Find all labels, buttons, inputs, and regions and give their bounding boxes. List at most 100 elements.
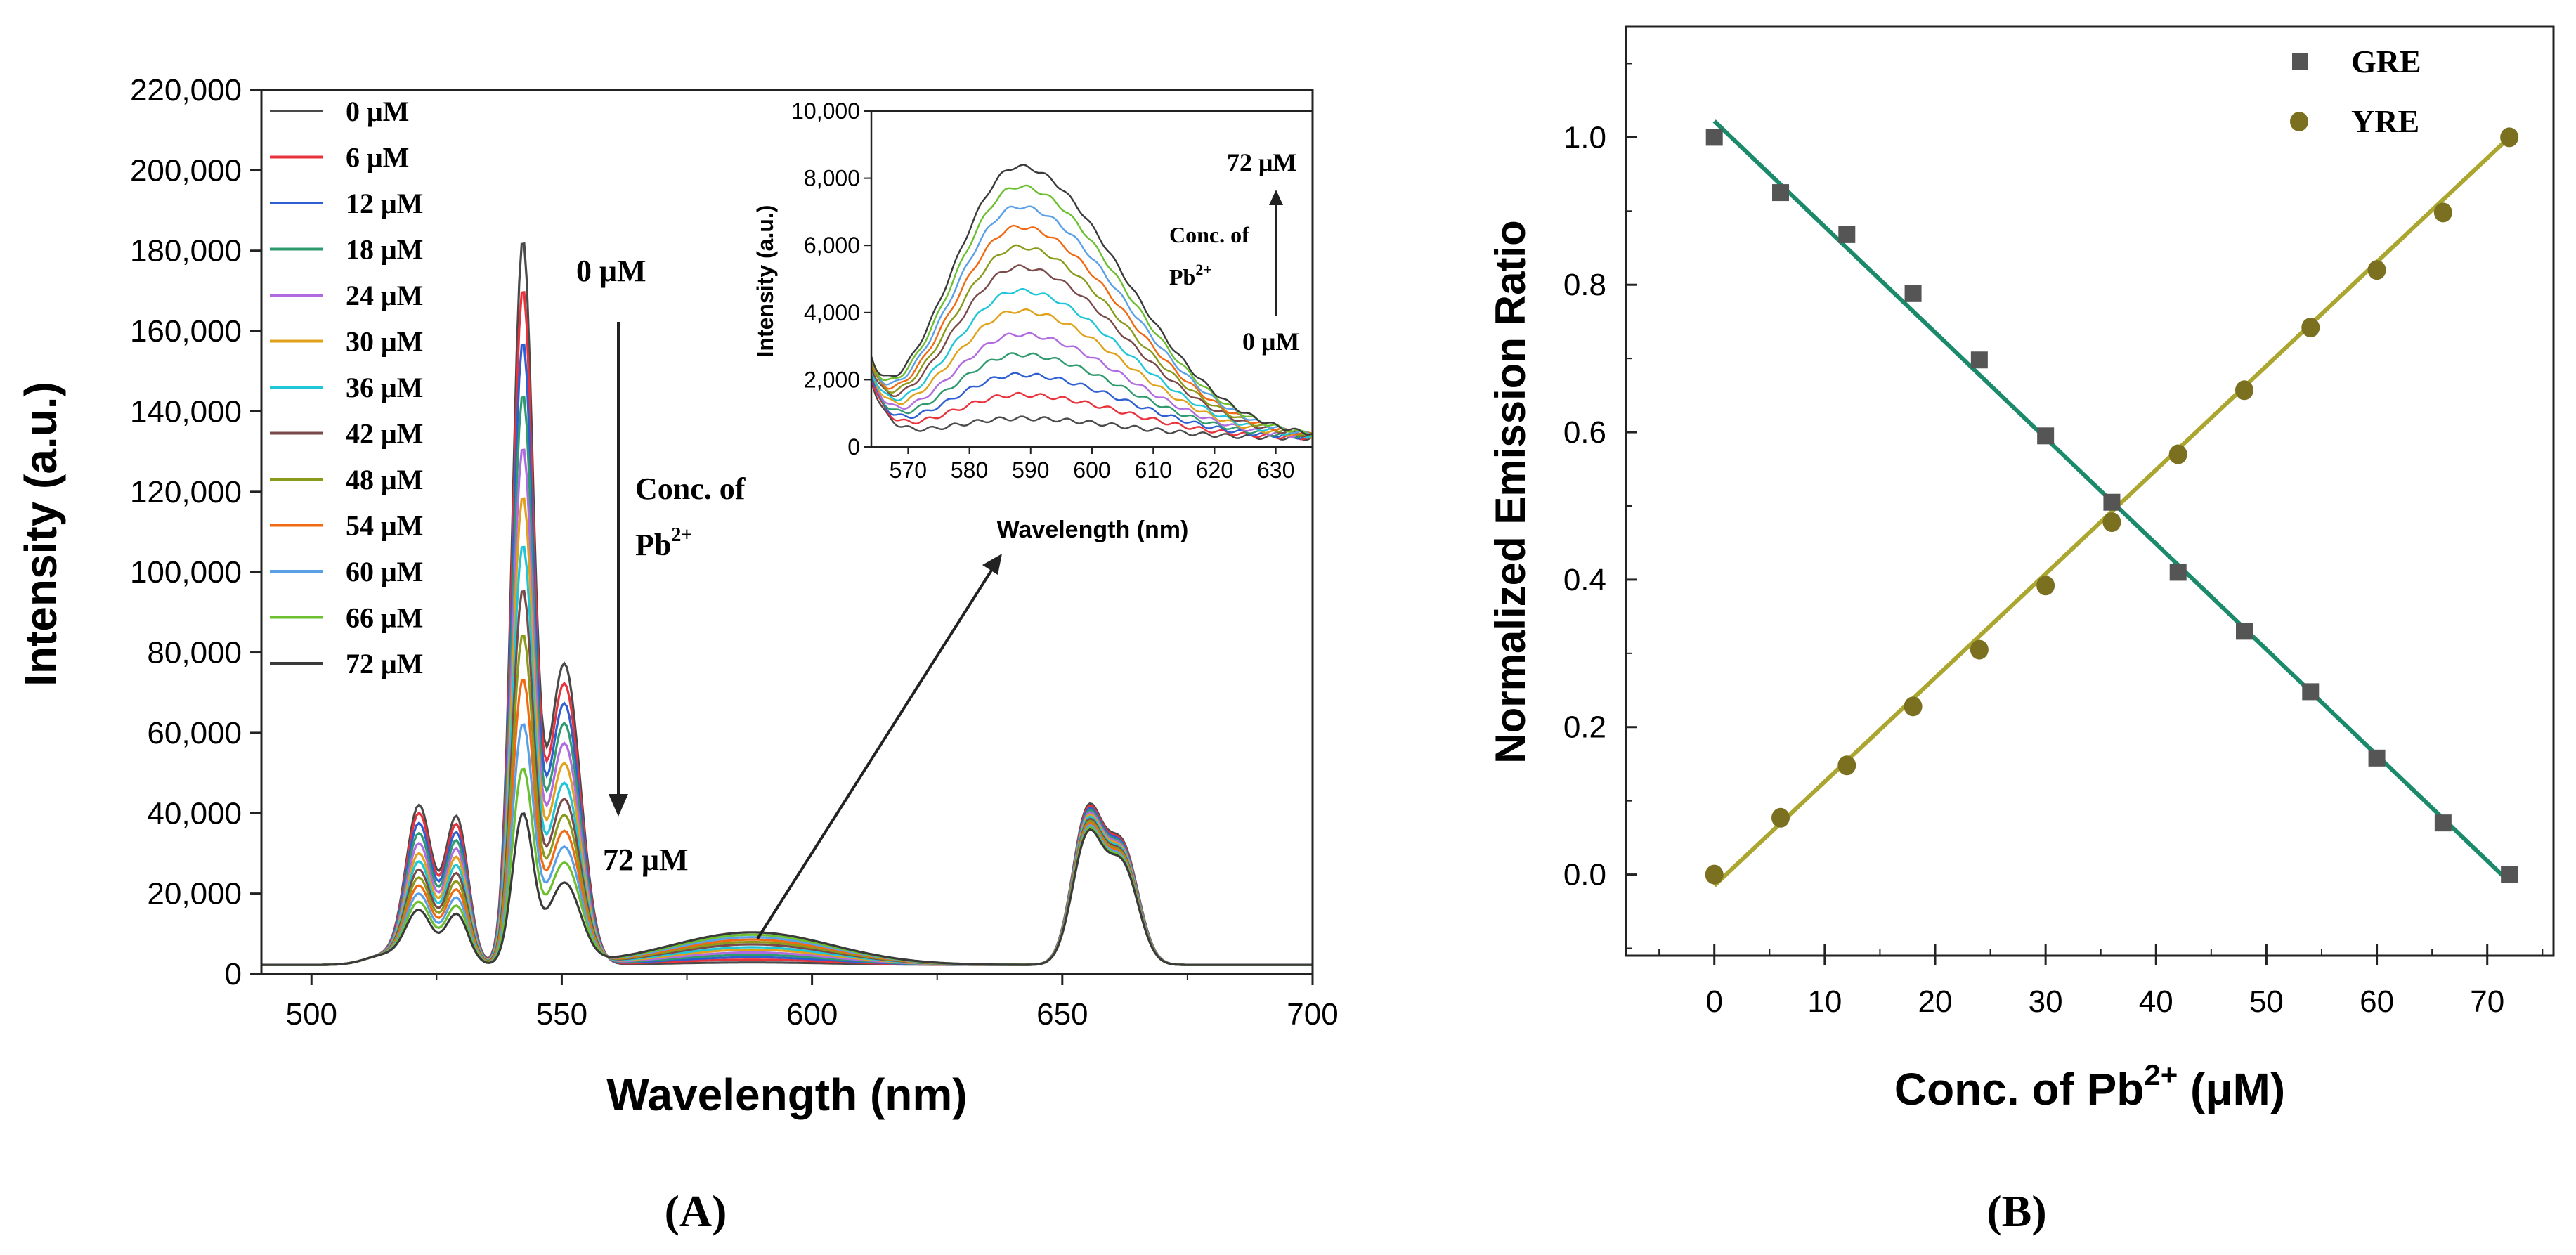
yre-point bbox=[2433, 202, 2452, 223]
gre-point bbox=[2368, 749, 2386, 767]
inset-spectrum-line bbox=[870, 264, 1313, 438]
legend-yre-marker bbox=[2290, 112, 2308, 131]
b-y-tick-label: 0.6 bbox=[1563, 415, 1606, 450]
legend-label: 42 μM bbox=[346, 418, 423, 450]
yre-point bbox=[1705, 864, 1724, 885]
y-tick-label: 20,000 bbox=[147, 877, 242, 911]
yre-point bbox=[2301, 318, 2320, 338]
inset-y-tick-label: 2,000 bbox=[804, 367, 860, 392]
inset-spectrum-line bbox=[870, 372, 1313, 440]
legend-gre-marker bbox=[2292, 53, 2308, 70]
b-x-tick-label: 40 bbox=[2139, 984, 2173, 1019]
x-tick-label: 600 bbox=[786, 997, 838, 1032]
legend-label: 24 μM bbox=[346, 280, 423, 311]
inset-spectrum-line bbox=[870, 287, 1313, 438]
legend-label: 72 μM bbox=[346, 648, 423, 679]
panel-a: 500 550 600 650 700 0 20,000 40,000 60,000 80,000… bbox=[15, 73, 1339, 1236]
conc-arrow-head bbox=[609, 794, 628, 817]
b-x-tick-label: 70 bbox=[2470, 984, 2504, 1019]
legend-gre-label: GRE bbox=[2351, 44, 2421, 79]
legend-label: 30 μM bbox=[346, 326, 423, 358]
annot-conc-line1: Conc. of bbox=[635, 472, 746, 506]
panel-b-legend: GRE YRE bbox=[2290, 44, 2421, 139]
inset-chart: 570 580 590 600 610 620 630 0 2,000 4,000 6,000 8,0… bbox=[753, 98, 1314, 543]
legend-label: 6 μM bbox=[346, 142, 409, 174]
y-tick-label: 160,000 bbox=[130, 314, 242, 349]
gre-point bbox=[2169, 564, 2187, 581]
panel-b-frame bbox=[1625, 25, 2555, 957]
gre-point bbox=[1705, 129, 1723, 146]
inset-y-tick-label: 4,000 bbox=[804, 300, 860, 325]
panel-a-frame bbox=[260, 89, 1314, 975]
yre-point bbox=[2500, 127, 2519, 148]
zoom-arrow-head bbox=[982, 554, 1002, 575]
y-tick-label: 180,000 bbox=[130, 234, 242, 268]
legend-label: 60 μM bbox=[346, 556, 423, 587]
inset-annot-72um: 72 μM bbox=[1227, 148, 1296, 176]
inset-y-tick-label: 10,000 bbox=[791, 98, 860, 124]
inset-spectrum-line bbox=[870, 380, 1313, 441]
gre-point bbox=[1904, 285, 1922, 302]
yre-point bbox=[1970, 639, 1989, 660]
inset-annot-0um: 0 μM bbox=[1242, 327, 1299, 356]
inset-spectrum-line bbox=[870, 244, 1313, 436]
b-x-tick-label: 0 bbox=[1705, 984, 1722, 1019]
b-x-tick-label: 30 bbox=[2029, 984, 2063, 1019]
inset-x-tick-label: 620 bbox=[1196, 457, 1233, 483]
inset-annot-conc-line2: Pb2+ bbox=[1169, 261, 1212, 290]
legend-label: 66 μM bbox=[346, 602, 423, 634]
gre-point bbox=[1970, 351, 1988, 369]
inset-spectrum-line bbox=[870, 308, 1313, 439]
yre-point bbox=[2168, 444, 2187, 464]
yre-point bbox=[1771, 807, 1790, 828]
panel-b-label: (B) bbox=[1986, 1186, 2046, 1236]
legend-label: 12 μM bbox=[346, 188, 423, 219]
gre-point bbox=[2501, 866, 2518, 883]
inset-y-tick-label: 6,000 bbox=[804, 233, 860, 258]
b-x-tick-label: 20 bbox=[1918, 984, 1953, 1019]
b-y-tick-label: 0.2 bbox=[1563, 710, 1606, 745]
yre-point bbox=[1837, 755, 1856, 776]
panel-a-curves bbox=[261, 242, 1313, 966]
y-tick-label: 40,000 bbox=[147, 796, 242, 831]
panel-a-ylabel: Intensity (a.u.) bbox=[15, 382, 66, 687]
spectrum-line bbox=[261, 812, 1313, 966]
y-tick-label: 0 bbox=[225, 957, 242, 991]
b-y-tick-label: 0.0 bbox=[1563, 858, 1606, 892]
inset-axes: 570 580 590 600 610 620 630 0 2,000 4,000 6,000 8,0… bbox=[791, 98, 1294, 483]
inset-x-tick-label: 600 bbox=[1073, 457, 1110, 483]
inset-x-tick-label: 580 bbox=[951, 457, 988, 483]
panel-b-ylabel: Normalized Emission Ratio bbox=[1487, 220, 1534, 764]
x-tick-label: 550 bbox=[536, 997, 587, 1032]
b-y-tick-label: 0.8 bbox=[1563, 268, 1606, 302]
legend-label: 54 μM bbox=[346, 510, 423, 542]
gre-point bbox=[2103, 493, 2121, 511]
gre-point bbox=[2236, 623, 2253, 640]
inset-xlabel: Wavelength (nm) bbox=[997, 516, 1189, 543]
y-tick-label: 220,000 bbox=[130, 73, 242, 108]
legend-label: 0 μM bbox=[346, 96, 409, 127]
legend-yre-label: YRE bbox=[2351, 103, 2419, 139]
panel-a-axes: 500 550 600 650 700 0 20,000 40,000 60,000 80,000… bbox=[130, 73, 1339, 1032]
gre-point bbox=[2434, 814, 2452, 832]
inset-curves bbox=[870, 164, 1313, 441]
b-x-tick-label: 10 bbox=[1807, 984, 1842, 1019]
inset-annot-conc-line1: Conc. of bbox=[1169, 222, 1249, 247]
y-tick-label: 100,000 bbox=[130, 555, 242, 590]
gre-point bbox=[1772, 184, 1789, 202]
x-tick-label: 650 bbox=[1036, 997, 1088, 1032]
y-tick-label: 140,000 bbox=[130, 394, 242, 429]
inset-ylabel: Intensity (a.u.) bbox=[753, 205, 778, 358]
inset-x-tick-label: 570 bbox=[890, 457, 927, 483]
inset-x-tick-label: 610 bbox=[1135, 457, 1172, 483]
legend-label: 36 μM bbox=[346, 372, 423, 403]
inset-conc-arrow-head bbox=[1269, 190, 1283, 205]
y-tick-label: 200,000 bbox=[130, 153, 242, 188]
zoom-arrow bbox=[756, 568, 994, 940]
panel-b-axes: 0 10 20 30 40 50 60 70 0.0 0.2 0.4 0.6 0.8 1.0 bbox=[1563, 63, 2544, 1019]
annot-0um: 0 μM bbox=[576, 254, 646, 288]
panel-a-xlabel: Wavelength (nm) bbox=[606, 1069, 967, 1120]
yre-point bbox=[2102, 512, 2121, 533]
inset-y-tick-label: 8,000 bbox=[804, 166, 860, 191]
